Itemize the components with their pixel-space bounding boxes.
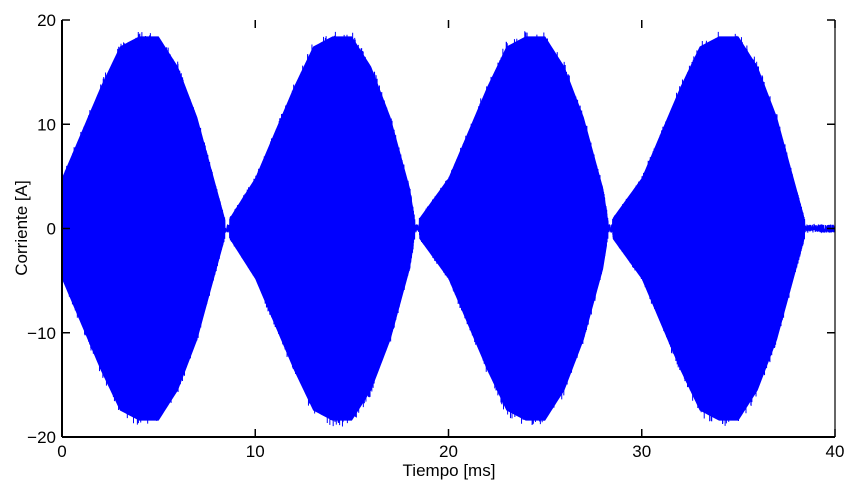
- y-tick-label: −20: [27, 428, 56, 447]
- y-axis-label: Corriente [A]: [12, 180, 31, 275]
- ticks: [61, 19, 836, 438]
- x-axis-label: Tiempo [ms]: [403, 461, 496, 480]
- y-tick-label: 0: [47, 220, 56, 239]
- current-signal-line: [61, 31, 836, 427]
- x-tick-label: 0: [57, 442, 66, 461]
- x-tick-label: 20: [439, 442, 458, 461]
- tick-labels: 0 10 20 30 40 −20 −10 0 10 20: [27, 11, 844, 461]
- x-tick-label: 30: [632, 442, 651, 461]
- y-tick-label: 20: [37, 11, 56, 30]
- x-tick-label: 40: [826, 442, 845, 461]
- plot-area: [61, 31, 836, 427]
- y-tick-label: 10: [37, 115, 56, 134]
- y-tick-label: −10: [27, 324, 56, 343]
- x-tick-label: 10: [246, 442, 265, 461]
